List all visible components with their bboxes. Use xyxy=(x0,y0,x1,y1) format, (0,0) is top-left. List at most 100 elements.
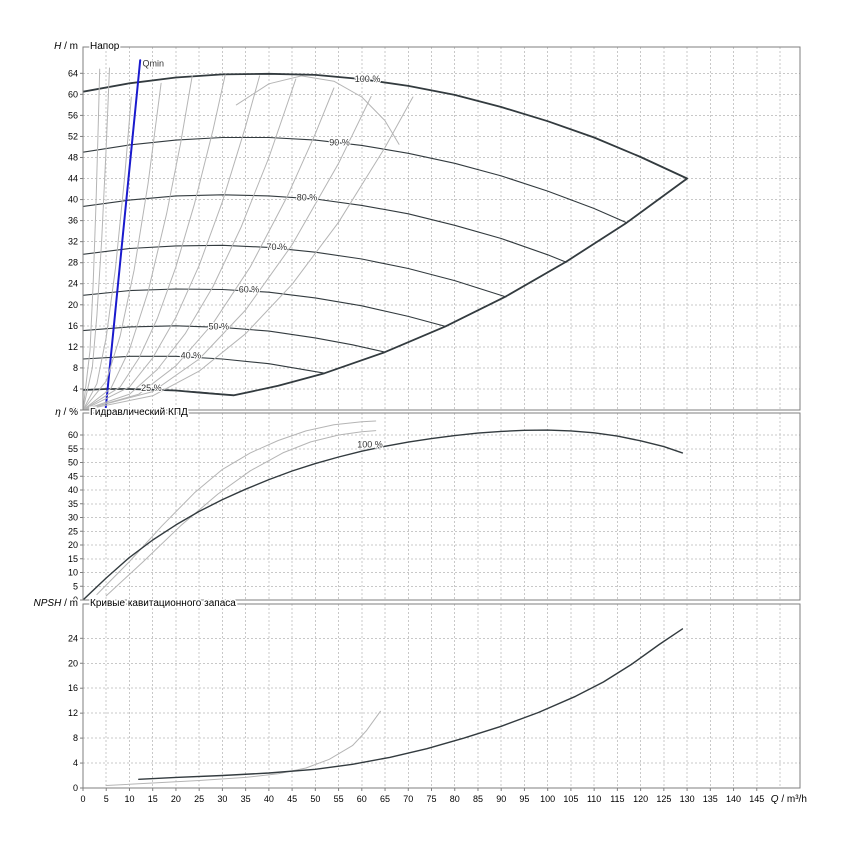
chart-title: Кривые кавитационного запаса xyxy=(90,598,236,609)
y-tick-label: 32 xyxy=(68,237,78,247)
x-tick-label: 50 xyxy=(310,794,320,804)
y-tick-label: 35 xyxy=(68,499,78,509)
curve-eff-gray-high xyxy=(96,420,377,595)
x-tick-label: 115 xyxy=(610,794,624,804)
x-tick-label: 55 xyxy=(334,794,344,804)
y-tick-label: 28 xyxy=(68,258,78,268)
curve-eff-contour-11 xyxy=(83,96,414,410)
x-tick-label: 30 xyxy=(217,794,227,804)
curve-eff-contour-5 xyxy=(83,75,193,410)
panel-border xyxy=(82,46,801,411)
x-tick-label: 105 xyxy=(563,794,578,804)
x-tick-label: 95 xyxy=(519,794,529,804)
curve-eff-contour-10 xyxy=(83,96,372,410)
curve-eff-contour-2 xyxy=(83,67,110,410)
curve-eff-contour-3 xyxy=(83,96,132,410)
x-tick-label: 90 xyxy=(496,794,506,804)
curve-label: 90 % xyxy=(329,137,350,147)
curve-eff-contour-1 xyxy=(83,68,101,410)
y-tick-label: 50 xyxy=(68,458,78,468)
x-tick-label: 85 xyxy=(473,794,483,804)
y-tick-label: 0 xyxy=(73,595,78,605)
x-tick-label: 20 xyxy=(171,794,181,804)
curve-eff-contour-cap xyxy=(235,75,400,145)
y-tick-label: 4 xyxy=(73,384,78,394)
y-tick-label: 12 xyxy=(68,342,78,352)
x-tick-label: 145 xyxy=(749,794,764,804)
x-tick-label: 70 xyxy=(403,794,413,804)
curve-label: 60 % xyxy=(239,285,260,295)
x-tick-label: 80 xyxy=(450,794,460,804)
y-tick-label: 16 xyxy=(68,321,78,331)
y-tick-label: 30 xyxy=(68,513,78,523)
panel-3: 0 4 8 12 16 20 24 NPSH / m Кривые кавитационного… xyxy=(32,597,801,793)
curve-speed-80 xyxy=(83,194,567,263)
curve-eff-contour-8 xyxy=(83,78,297,410)
y-tick-label: 20 xyxy=(68,658,78,668)
curve-eff-gray-low xyxy=(105,430,377,597)
y-tick-label: 55 xyxy=(68,444,78,454)
curve-speed-25 xyxy=(83,388,235,396)
x-tick-label: 75 xyxy=(427,794,437,804)
y-tick-label: 8 xyxy=(73,733,78,743)
y-axis-label: NPSH / m xyxy=(34,598,78,609)
curve-label: 100 % xyxy=(355,74,381,84)
x-tick-label: 65 xyxy=(380,794,390,804)
curve-label: 25 % xyxy=(141,383,162,393)
y-tick-label: 25 xyxy=(68,526,78,536)
curve-npsh-100 xyxy=(138,628,684,780)
x-tick-label: 35 xyxy=(241,794,251,804)
curve-label: 40 % xyxy=(181,350,202,360)
x-tick-label: 60 xyxy=(357,794,367,804)
y-tick-label: 64 xyxy=(68,68,78,78)
curve-label: 80 % xyxy=(297,193,318,203)
y-tick-label: 56 xyxy=(68,110,78,120)
y-tick-label: 24 xyxy=(68,633,78,643)
y-tick-label: 20 xyxy=(68,300,78,310)
curve-label: 100 % xyxy=(357,439,383,449)
curve-eff-contour-9 xyxy=(83,87,335,410)
x-tick-label: 125 xyxy=(656,794,671,804)
x-tick-label: 140 xyxy=(726,794,741,804)
chart-title: Гидравлический КПД xyxy=(90,407,188,418)
x-tick-label: 100 xyxy=(540,794,555,804)
y-tick-label: 10 xyxy=(68,568,78,578)
x-axis-label: Q / m³/h xyxy=(771,794,807,805)
curve-eff-100 xyxy=(83,429,684,600)
y-tick-label: 8 xyxy=(73,363,78,373)
y-axis-label: η / % xyxy=(55,407,78,418)
y-tick-label: 60 xyxy=(68,89,78,99)
x-tick-label: 25 xyxy=(194,794,204,804)
y-tick-label: 44 xyxy=(68,174,78,184)
x-tick-label: 15 xyxy=(148,794,158,804)
y-tick-label: 20 xyxy=(68,540,78,550)
x-tick-label: 40 xyxy=(264,794,274,804)
curve-speed-60 xyxy=(83,288,446,327)
y-tick-label: 15 xyxy=(68,554,78,564)
y-tick-label: 60 xyxy=(68,430,78,440)
curve-eff-contour-7 xyxy=(83,75,261,410)
y-tick-label: 16 xyxy=(68,683,78,693)
y-tick-label: 36 xyxy=(68,216,78,226)
x-tick-label: 130 xyxy=(680,794,695,804)
x-tick-label: 45 xyxy=(287,794,297,804)
y-tick-label: 12 xyxy=(68,708,78,718)
y-tick-label: 24 xyxy=(68,279,78,289)
panel-border xyxy=(82,603,801,789)
panel-border xyxy=(82,412,801,601)
x-tick-label: 120 xyxy=(633,794,648,804)
x-tick-label: 5 xyxy=(104,794,109,804)
y-tick-label: 48 xyxy=(68,152,78,162)
x-tick-label: 0 xyxy=(80,794,85,804)
x-tick-label: 135 xyxy=(703,794,718,804)
curve-label: 70 % xyxy=(267,242,288,252)
y-axis-label: H / m xyxy=(54,41,78,52)
curve-speed-50 xyxy=(83,325,386,353)
curve-eff-contour-4 xyxy=(83,82,162,410)
chart-title: Напор xyxy=(90,41,120,52)
panel-2: 0 5 10 15 20 25 30 35 40 45 50 55 60 100 % η / % Гидрав… xyxy=(54,406,801,605)
curve-speed-90 xyxy=(83,136,628,224)
curve-label: Qmin xyxy=(143,59,165,69)
y-tick-label: 4 xyxy=(73,758,78,768)
